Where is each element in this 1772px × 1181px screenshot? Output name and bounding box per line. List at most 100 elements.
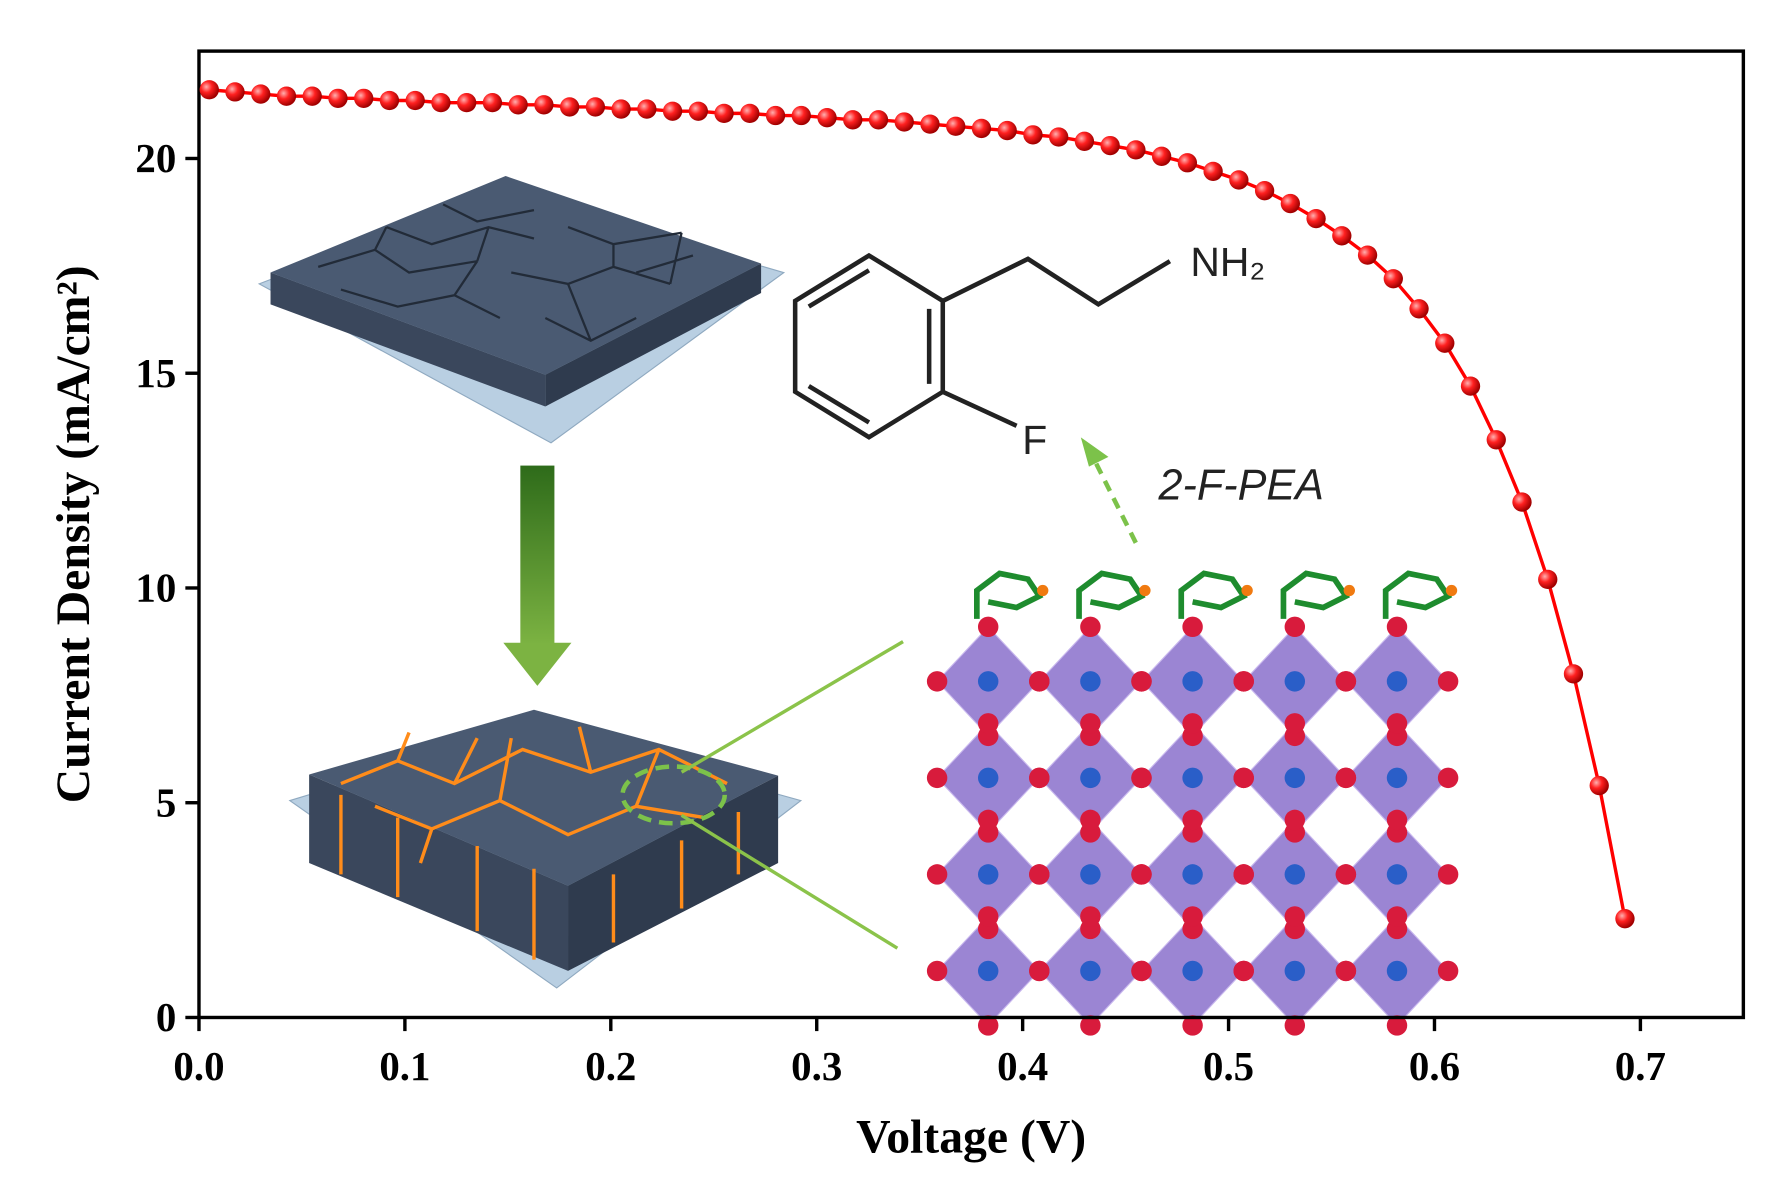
data-point	[1023, 125, 1043, 145]
atom	[1335, 767, 1357, 789]
data-point	[946, 116, 966, 136]
atom	[1131, 767, 1152, 789]
atom	[1182, 906, 1203, 927]
atom	[1029, 671, 1050, 692]
data-point	[1306, 208, 1326, 229]
organic-cation	[974, 570, 1044, 619]
atom	[1029, 864, 1050, 885]
data-point	[508, 95, 528, 115]
data-point	[1254, 181, 1275, 201]
atom	[1386, 616, 1408, 638]
data-point	[1177, 153, 1198, 173]
data-point	[868, 110, 889, 130]
atom	[1233, 671, 1254, 692]
molecule-label: NH₂	[1190, 239, 1265, 285]
data-point	[637, 99, 657, 119]
data-point	[199, 80, 219, 100]
atom	[1080, 616, 1101, 638]
atom	[1386, 1015, 1408, 1036]
atom	[926, 767, 948, 789]
molecule	[792, 252, 1172, 544]
y-tick-label: 10	[135, 566, 176, 611]
atom	[1284, 767, 1306, 789]
atom	[1241, 584, 1253, 597]
atom	[977, 671, 999, 692]
atom	[1386, 767, 1408, 789]
atom	[1233, 960, 1254, 982]
atom	[1386, 906, 1408, 927]
atom	[1335, 864, 1357, 885]
data-point	[894, 112, 914, 132]
atom	[977, 864, 999, 885]
atom	[1386, 960, 1408, 982]
x-tick-label: 0.5	[1203, 1044, 1254, 1089]
organic-cation	[1280, 570, 1351, 619]
crystal-structure	[926, 570, 1459, 1036]
data-point	[1486, 430, 1506, 450]
data-point	[1049, 127, 1069, 147]
atom	[1445, 584, 1458, 597]
data-point	[457, 92, 477, 113]
data-point	[431, 92, 451, 113]
atom	[1029, 960, 1050, 982]
atom	[926, 671, 948, 692]
data-point	[1100, 135, 1120, 156]
atom	[977, 809, 999, 831]
x-tick-label: 0.4	[997, 1044, 1048, 1089]
atom	[1080, 767, 1101, 789]
data-point	[1538, 569, 1558, 590]
atom	[1284, 906, 1306, 927]
atom	[1182, 1015, 1203, 1036]
data-point	[1203, 161, 1223, 182]
atom	[1131, 671, 1152, 692]
atom	[1284, 1015, 1306, 1036]
atom	[1343, 584, 1355, 597]
data-point	[765, 105, 786, 126]
atom	[1284, 616, 1306, 638]
x-tick-label: 0.0	[173, 1044, 224, 1089]
green-arrow	[503, 465, 572, 686]
atom	[1080, 713, 1101, 734]
y-tick-label: 0	[156, 995, 176, 1040]
atom	[977, 1015, 999, 1036]
atom	[1284, 713, 1306, 734]
molecule-label: F	[1022, 417, 1047, 463]
atom	[1437, 671, 1459, 692]
data-point	[1126, 140, 1146, 160]
atom	[1080, 960, 1101, 982]
y-tick-label: 20	[135, 136, 176, 181]
data-point	[920, 114, 940, 134]
atom	[1386, 671, 1408, 692]
atom	[1029, 767, 1050, 789]
atom	[1080, 671, 1101, 692]
atom	[1182, 809, 1203, 831]
atom	[1386, 864, 1408, 885]
data-point	[740, 103, 760, 124]
atom	[1131, 864, 1152, 885]
data-point	[1409, 299, 1429, 319]
data-point	[534, 95, 554, 115]
x-axis-label: Voltage (V)	[856, 1112, 1086, 1164]
data-point	[1229, 170, 1249, 190]
atom	[1139, 584, 1151, 597]
organic-cation	[1382, 570, 1453, 619]
atom	[1080, 906, 1101, 927]
data-point	[1512, 492, 1532, 512]
atom	[926, 864, 948, 885]
atom	[977, 767, 999, 789]
atom	[1182, 864, 1203, 885]
atom	[926, 960, 948, 982]
y-axis-label: Current Density (mA/cm²)	[48, 265, 100, 803]
atom	[1386, 713, 1408, 734]
atom	[1131, 960, 1152, 982]
atom	[1284, 809, 1306, 831]
y-tick-label: 15	[135, 351, 176, 396]
data-point	[1589, 775, 1609, 796]
data-point	[662, 101, 683, 121]
atom	[977, 713, 999, 734]
data-point	[1280, 193, 1300, 214]
atom	[1080, 864, 1101, 885]
data-point	[1074, 131, 1095, 151]
